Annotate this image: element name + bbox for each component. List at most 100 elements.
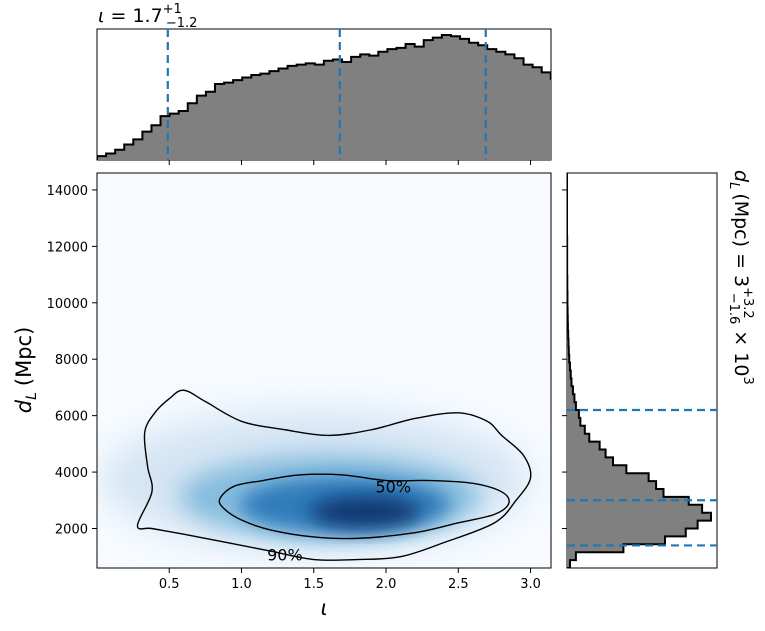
top-hist-bar [187, 103, 198, 160]
top-hist-bar [469, 42, 479, 160]
right-panel-ticks [562, 189, 567, 529]
top-hist-bar [115, 149, 125, 160]
top-hist-bar [296, 64, 307, 160]
top-hist-bar [169, 113, 179, 160]
top-hist-bar [196, 95, 207, 160]
x-tick-label: 3.0 [520, 577, 541, 592]
right-hist-bar [567, 520, 698, 529]
top-hist-bar [233, 80, 243, 160]
top-hist-bar [278, 68, 288, 160]
right-hist-bar [567, 489, 664, 498]
y-tick-label: 4000 [55, 466, 88, 481]
top-hist-bar [605, 133, 614, 160]
y-param-title: dL(Mpc) = 3+3.2−1.6× 103 [726, 170, 755, 385]
y-tick-label: 2000 [55, 523, 88, 538]
top-hist-bar [496, 51, 506, 160]
top-hist-bar [596, 124, 605, 160]
right-hist-bar [567, 362, 570, 371]
right-hist-outline [567, 173, 712, 568]
top-hist-bar [133, 139, 143, 160]
top-hist-bar [523, 64, 533, 160]
top-hist-bar [369, 55, 379, 160]
contour-label: 90% [267, 545, 303, 564]
top-hist-bar [287, 65, 297, 160]
top-hist-bar [214, 83, 225, 160]
right-hist-bar [567, 504, 703, 513]
right-hist-bar [567, 473, 649, 482]
density-core [310, 496, 420, 528]
top-hist-bar [151, 125, 161, 160]
top-hist-bar [414, 46, 425, 160]
top-hist-bar [505, 54, 515, 160]
top-hist-outline [97, 34, 551, 160]
x-tick-label: 1.0 [231, 577, 252, 592]
right-hist-bar [567, 441, 600, 450]
x-tick-label: 0.5 [159, 577, 180, 592]
right-hist-bar [567, 449, 606, 458]
contour-label: 50% [375, 478, 411, 497]
top-hist-bar [578, 102, 587, 160]
main-panel-frame [96, 172, 552, 569]
y-axis-ticks: 2000 4000 6000 8000 10000 12000 14000 [47, 184, 97, 538]
top-histogram [97, 29, 641, 160]
top-hist-bar [360, 54, 370, 160]
top-hist-bar [632, 157, 641, 160]
top-hist-bar [351, 56, 361, 160]
top-hist-bar [623, 152, 632, 160]
top-hist-bar [423, 40, 434, 160]
top-hist-bar [305, 63, 316, 160]
x-tick-label: 2.0 [376, 577, 397, 592]
top-hist-bar [97, 156, 107, 160]
x-tick-label: 2.5 [448, 577, 469, 592]
x-axis-ticks: 0.5 1.0 1.5 2.0 2.5 3.0 [159, 568, 541, 592]
top-hist-bar [560, 85, 569, 160]
right-hist-bar [567, 378, 572, 387]
x-axis-label: ι [320, 596, 327, 620]
density-map [100, 410, 530, 550]
top-hist-bar [478, 45, 488, 160]
top-hist-bar [541, 72, 551, 160]
top-hist-bar [260, 73, 270, 160]
top-hist-bar [269, 71, 279, 160]
top-hist-bar [587, 112, 596, 160]
top-hist-bar [142, 131, 152, 160]
top-hist-bar [160, 116, 170, 160]
top-hist-bar [314, 64, 325, 160]
top-hist-bar [550, 78, 551, 160]
x-param-title: ι = 1.7+1 −1.2 [98, 2, 197, 31]
right-hist-bar [567, 560, 570, 568]
top-hist-bar [514, 58, 524, 160]
y-tick-label: 14000 [47, 184, 88, 199]
top-hist-bar [332, 59, 343, 160]
top-hist-bar [342, 62, 352, 160]
top-hist-bar [396, 47, 406, 160]
right-hist-bar [567, 544, 624, 553]
top-hist-bar [441, 35, 452, 160]
right-hist-bar [567, 386, 573, 395]
contour-line [136, 389, 532, 561]
top-hist-bar [323, 60, 334, 160]
top-panel-ticks [168, 160, 532, 165]
right-hist-bar [567, 536, 665, 545]
right-hist-bar [567, 433, 590, 442]
right-hist-bar [567, 552, 576, 561]
y-axis-label: dL(Mpc) [12, 327, 40, 414]
top-hist-bar [487, 49, 497, 160]
top-hist-bar [614, 145, 623, 160]
top-hist-bar [224, 82, 234, 160]
right-hist-bar [567, 370, 571, 379]
y-tick-label: 10000 [47, 297, 88, 312]
right-hist-bar [567, 417, 581, 427]
top-hist-bar [460, 38, 470, 160]
top-hist-bar [532, 67, 542, 160]
right-hist-bar [567, 496, 689, 506]
y-tick-label: 8000 [55, 353, 88, 368]
contour-label-group: 50% 90% [267, 478, 411, 565]
x-tick-label: 1.5 [303, 577, 324, 592]
right-hist-bar [567, 465, 627, 474]
top-hist-bar [205, 91, 216, 160]
top-hist-bar [405, 44, 415, 160]
top-hist-bar [178, 111, 189, 160]
top-hist-bar [106, 153, 116, 160]
